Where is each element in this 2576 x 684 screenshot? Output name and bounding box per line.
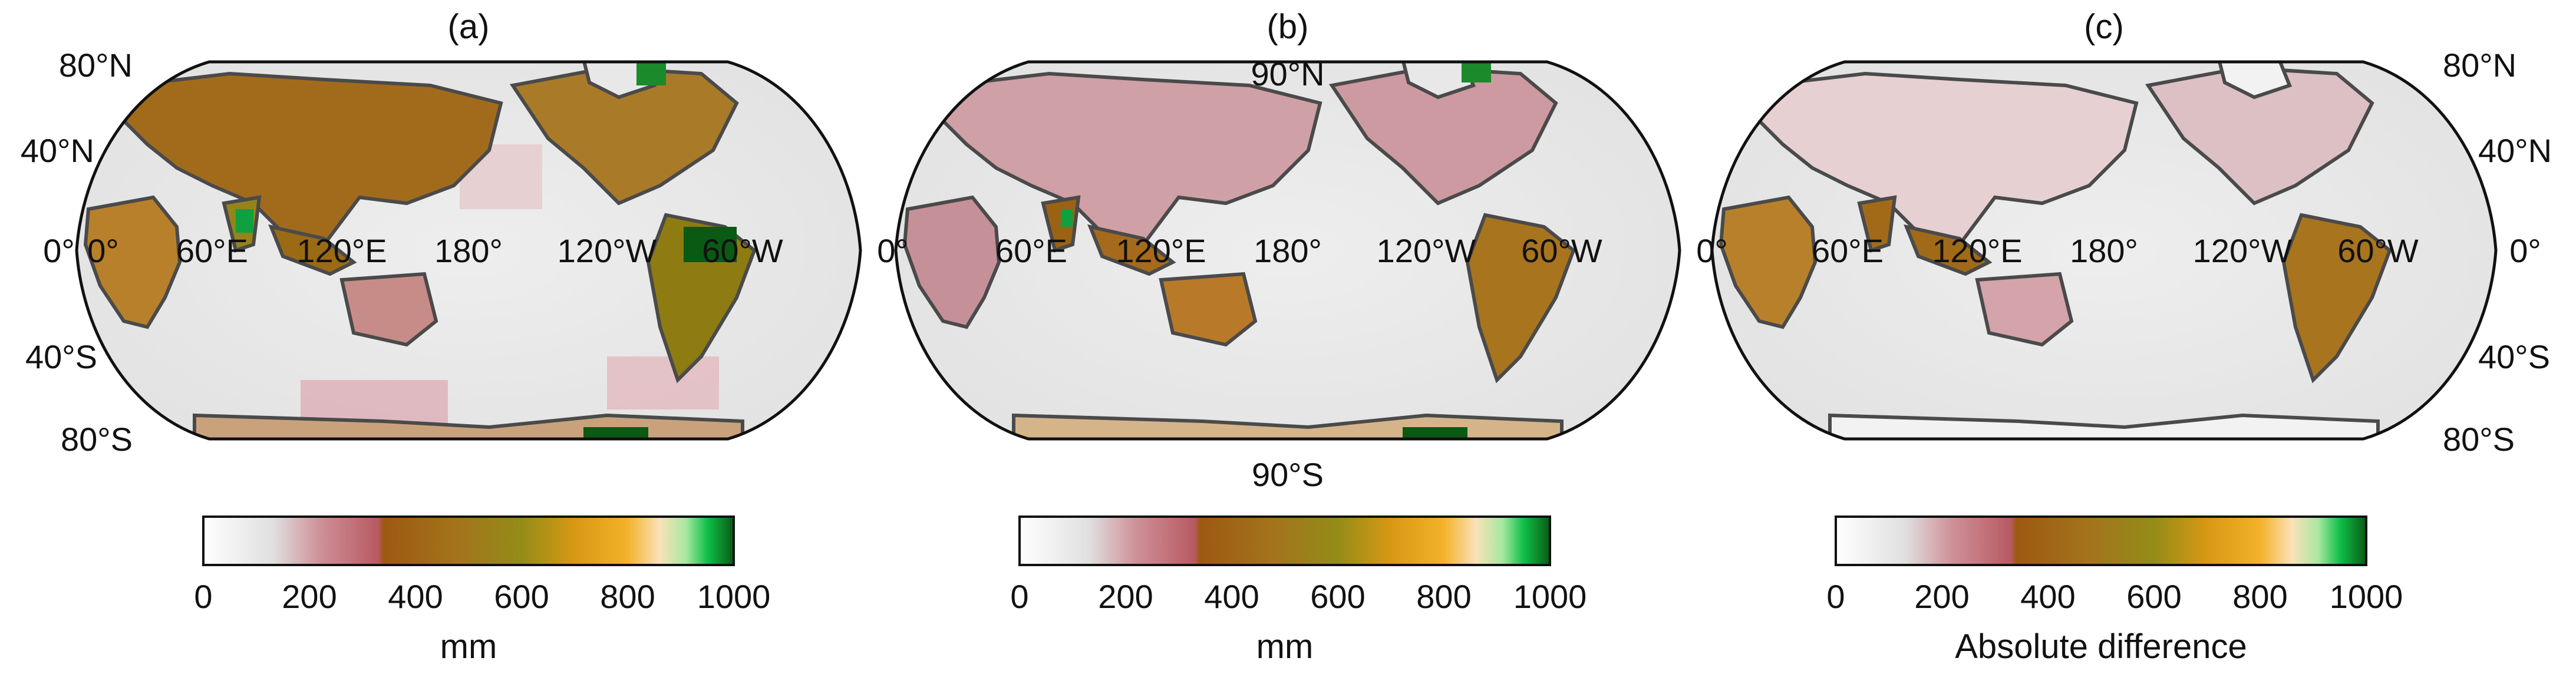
colorbar-a-tick-400: 400 <box>388 578 443 615</box>
panel-b-lon-120w: 120°W <box>1377 232 1476 269</box>
panel-b-frame <box>894 60 1681 441</box>
panel-c-lat-0: 0° <box>2509 232 2541 269</box>
colorbar-a-tick-800: 800 <box>600 578 655 615</box>
panel-a-lon-0: 0° <box>87 232 119 269</box>
panel-a-lon-180: 180° <box>434 232 503 269</box>
panel-b-lon-60w: 60°W <box>1521 232 1602 269</box>
colorbar-c: 0 200 400 600 800 1000 Absolute differen… <box>1826 516 2403 666</box>
colorbar-a-tick-0: 0 <box>194 578 212 615</box>
panel-a-lon-60w: 60°W <box>702 232 783 269</box>
panel-c-lon-60w: 60°W <box>2337 232 2419 269</box>
panel-a-lat-0: 0° <box>43 232 75 269</box>
panel-c-lat-80n: 80°N <box>2443 47 2516 84</box>
colorbar-b-tick-400: 400 <box>1204 578 1259 615</box>
panel-b: (b) 90°N 90°S 0° 60°E 120°E 180° 1 <box>877 8 1681 493</box>
panel-b-lon-180: 180° <box>1254 232 1322 269</box>
colorbar-a-tick-1000: 1000 <box>697 578 771 615</box>
panel-c-lon-180: 180° <box>2070 232 2138 269</box>
panel-c-lon-120w: 120°W <box>2193 232 2293 269</box>
colorbar-a-tick-200: 200 <box>282 578 337 615</box>
colorbar-c-ticks: 0 200 400 600 800 1000 <box>1826 578 2403 615</box>
panel-c-lon-0: 0° <box>1696 232 1728 269</box>
colorbar-c-tick-800: 800 <box>2232 578 2287 615</box>
panel-b-map <box>896 62 1680 439</box>
colorbar-c-title: Absolute difference <box>1955 627 2247 666</box>
colorbar-b-title: mm <box>1256 627 1314 666</box>
colorbar-a-title: mm <box>440 627 497 666</box>
colorbar-c-tick-1000: 1000 <box>2330 578 2403 615</box>
panel-a-map <box>77 62 860 439</box>
panel-b-lon-0: 0° <box>877 232 909 269</box>
panel-a-lon-120e: 120°E <box>296 232 387 269</box>
panel-a-lon-120w: 120°W <box>558 232 657 269</box>
panel-b-label: (b) <box>1267 8 1309 46</box>
panel-a-amazon-high <box>684 227 737 262</box>
panel-c-lon-60e: 60°E <box>1812 232 1884 269</box>
panel-c-map <box>1712 62 2496 439</box>
panel-a-land <box>83 62 757 439</box>
panel-b-land <box>902 62 1576 439</box>
panel-c-lat-40n: 40°N <box>2478 132 2552 169</box>
colorbar-b-tick-0: 0 <box>1010 578 1028 615</box>
colorbar-b-tick-200: 200 <box>1098 578 1153 615</box>
colorbar-b-tick-600: 600 <box>1310 578 1365 615</box>
panel-c-frame <box>1710 60 2498 441</box>
panel-a-lat-40s: 40°S <box>25 338 97 375</box>
colorbar-a-tick-600: 600 <box>494 578 549 615</box>
panel-a-lat-80s: 80°S <box>61 421 133 458</box>
colorbar-a: 0 200 400 600 800 1000 mm <box>194 516 770 666</box>
colorbar-b-ticks: 0 200 400 600 800 1000 <box>1010 578 1587 615</box>
colorbar-c-tick-400: 400 <box>2020 578 2075 615</box>
panel-b-lon-60e: 60°E <box>995 232 1067 269</box>
panel-a-lon-60e: 60°E <box>176 232 248 269</box>
panel-c-lat-40s: 40°S <box>2478 338 2550 375</box>
panel-c-land <box>1719 62 2392 439</box>
panel-b-lat-90s: 90°S <box>1252 456 1324 493</box>
panel-a-lat-40n: 40°N <box>21 132 94 169</box>
colorbar-c-tick-600: 600 <box>2126 578 2181 615</box>
colorbar-b-tick-1000: 1000 <box>1513 578 1587 615</box>
panel-a-frame <box>75 60 862 441</box>
panel-b-lon-120e: 120°E <box>1116 232 1206 269</box>
panel-a-label: (a) <box>448 8 490 46</box>
colorbar-c-tick-200: 200 <box>1914 578 1969 615</box>
colorbar-b-tick-800: 800 <box>1416 578 1471 615</box>
panel-c-lat-80s: 80°S <box>2443 421 2515 458</box>
colorbar-a-ticks: 0 200 400 600 800 1000 <box>194 578 770 615</box>
panel-c: (c) 80°N 40°N 0° 40°S 80°S 0° 60°E 120°E… <box>1696 8 2552 458</box>
colorbar-b: 0 200 400 600 800 1000 mm <box>1010 516 1587 666</box>
panel-a: (a) <box>21 8 862 458</box>
panel-a-lat-80n: 80°N <box>59 47 133 84</box>
colorbar-c-tick-0: 0 <box>1826 578 1845 615</box>
panel-c-lon-120e: 120°E <box>1932 232 2022 269</box>
panel-b-lat-90n: 90°N <box>1251 55 1324 92</box>
panel-c-label: (c) <box>2084 8 2124 46</box>
